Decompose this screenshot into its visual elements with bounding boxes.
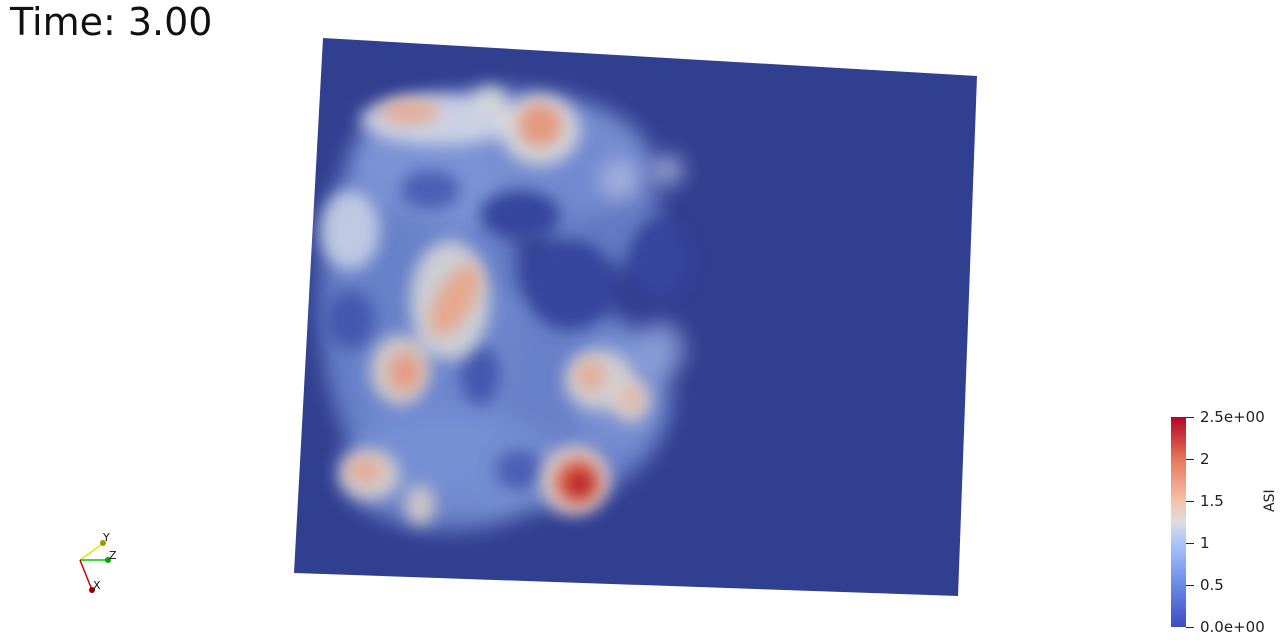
colorbar-tick-label: 2.5e+00 <box>1200 408 1265 426</box>
colorbar-tick-mark <box>1186 501 1194 502</box>
colorbar-tick-mark <box>1186 459 1194 460</box>
x-axis-line <box>79 559 93 591</box>
x-axis-cone <box>89 587 95 593</box>
colorbar-tick-label: 1 <box>1200 534 1210 552</box>
y-axis-cone <box>100 540 106 546</box>
z-axis-cone <box>105 557 111 563</box>
colorbar-tick-mark <box>1186 417 1194 418</box>
colorbar-tick-mark <box>1186 627 1194 628</box>
colorbar-title: ASI <box>1262 489 1278 512</box>
colorbar-tick-mark <box>1186 585 1194 586</box>
z-axis-label: Z <box>109 549 117 562</box>
time-annotation: Time: 3.00 <box>10 0 213 44</box>
field-high-values <box>347 100 642 504</box>
y-axis-label: Y <box>102 531 110 544</box>
orientation-axes-widget: Y Z X <box>79 531 117 593</box>
colorbar-tick-mark <box>1186 543 1194 544</box>
colorbar-tick-label: 1.5 <box>1200 492 1224 510</box>
colorbar-gradient <box>1171 417 1186 627</box>
field-holes <box>325 170 690 490</box>
colorbar-tick-label: 2 <box>1200 450 1210 468</box>
colorbar-tick-label: 0.0e+00 <box>1200 618 1265 636</box>
x-axis-label: X <box>93 579 101 592</box>
colorbar-tick-label: 0.5 <box>1200 576 1224 594</box>
